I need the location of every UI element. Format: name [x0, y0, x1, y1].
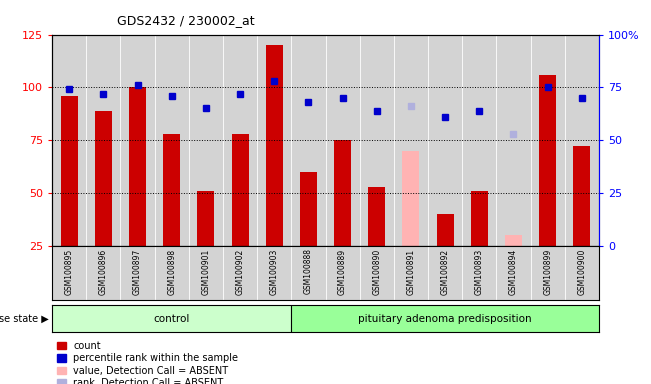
Bar [52, 305, 292, 332]
Text: GSM100903: GSM100903 [270, 248, 279, 295]
Bar [292, 305, 599, 332]
Text: GSM100895: GSM100895 [64, 248, 74, 295]
Text: GSM100889: GSM100889 [338, 248, 347, 295]
Bar [120, 35, 155, 246]
Bar [334, 140, 351, 246]
Bar [86, 246, 120, 300]
Text: GSM100894: GSM100894 [509, 248, 518, 295]
Bar [496, 35, 531, 246]
Bar [359, 35, 394, 246]
Bar [505, 235, 522, 246]
Bar [402, 151, 419, 246]
Bar [223, 35, 257, 246]
Bar [120, 246, 155, 300]
Bar [437, 214, 454, 246]
Bar [266, 45, 283, 246]
Bar [197, 191, 214, 246]
Bar [155, 246, 189, 300]
Bar [574, 147, 590, 246]
Text: GSM100890: GSM100890 [372, 248, 381, 295]
Bar [359, 246, 394, 300]
Bar [531, 246, 565, 300]
Text: GSM100898: GSM100898 [167, 248, 176, 295]
Bar [232, 134, 249, 246]
Bar [428, 246, 462, 300]
Bar [326, 35, 359, 246]
Text: disease state ▶: disease state ▶ [0, 314, 49, 324]
Text: GSM100891: GSM100891 [406, 248, 415, 295]
Bar [129, 88, 146, 246]
Text: pituitary adenoma predisposition: pituitary adenoma predisposition [358, 314, 532, 324]
Bar [223, 246, 257, 300]
Text: GSM100901: GSM100901 [201, 248, 210, 295]
Bar [531, 35, 565, 246]
Bar [300, 172, 317, 246]
Bar [462, 35, 497, 246]
Legend: count, percentile rank within the sample, value, Detection Call = ABSENT, rank, : count, percentile rank within the sample… [57, 341, 238, 384]
Bar [189, 246, 223, 300]
Text: GSM100896: GSM100896 [99, 248, 108, 295]
Bar [95, 111, 112, 246]
Bar [428, 35, 462, 246]
Text: GSM100902: GSM100902 [236, 248, 245, 295]
Bar [257, 35, 292, 246]
Bar [539, 75, 556, 246]
Bar [565, 35, 599, 246]
Bar [155, 35, 189, 246]
Text: GSM100893: GSM100893 [475, 248, 484, 295]
Text: GSM100899: GSM100899 [543, 248, 552, 295]
Text: GSM100900: GSM100900 [577, 248, 587, 295]
Bar [163, 134, 180, 246]
Bar [61, 96, 77, 246]
Bar [52, 246, 86, 300]
Bar [52, 35, 86, 246]
Bar [565, 246, 599, 300]
Bar [326, 246, 359, 300]
Text: GSM100897: GSM100897 [133, 248, 142, 295]
Bar [292, 35, 326, 246]
Text: GSM100888: GSM100888 [304, 248, 313, 295]
Bar [496, 246, 531, 300]
Bar [257, 246, 292, 300]
Bar [86, 35, 120, 246]
Bar [189, 35, 223, 246]
Bar [471, 191, 488, 246]
Bar [462, 246, 497, 300]
Bar [292, 246, 326, 300]
Text: control: control [154, 314, 190, 324]
Bar [394, 246, 428, 300]
Bar [394, 35, 428, 246]
Text: GSM100892: GSM100892 [441, 248, 450, 295]
Bar [368, 187, 385, 246]
Text: GDS2432 / 230002_at: GDS2432 / 230002_at [117, 14, 255, 27]
